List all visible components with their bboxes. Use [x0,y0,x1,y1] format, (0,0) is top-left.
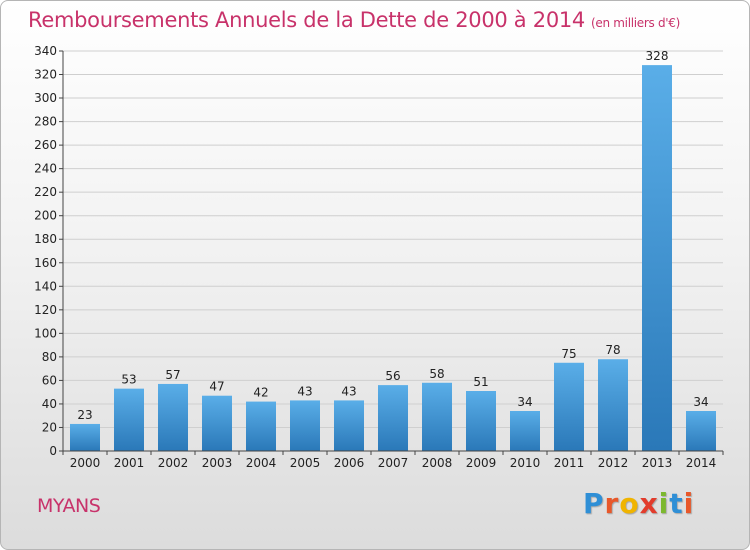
bar-2007 [378,385,408,451]
y-tick-label: 140 [34,279,57,293]
bar-2013 [642,65,672,451]
y-tick-label: 280 [34,115,57,129]
bar-2014 [686,411,716,451]
x-tick-label: 2007 [378,456,409,470]
proxiti-logo: Proxiti [583,487,694,520]
y-tick-label: 40 [42,397,57,411]
x-tick-label: 2013 [642,456,673,470]
y-tick-label: 340 [34,44,57,58]
value-label: 47 [209,380,224,394]
x-tick-label: 2002 [158,456,189,470]
axes [62,51,723,452]
logo-letter: t [669,487,684,520]
value-label: 57 [165,368,180,382]
logo-letter: i [658,487,670,520]
y-tick-label: 300 [34,91,57,105]
y-tick-label: 100 [34,326,57,340]
bar-2001 [114,388,144,451]
value-label: 23 [77,408,92,422]
value-label: 328 [646,49,669,63]
y-tick-label: 260 [34,138,57,152]
y-tick-label: 320 [34,68,57,82]
x-tick-labels: 2000 2001 2002 2003 2004 2005 2006 2007 2008 2009… [70,456,717,470]
bar-2010 [510,411,540,451]
logo-letter: o [619,487,640,520]
x-tick-label: 2014 [686,456,717,470]
x-tick-label: 2008 [422,456,453,470]
bars [70,65,716,451]
y-tick-label: 160 [34,256,57,270]
chart-title-text: Remboursements Annuels de la Dette de 20… [28,8,585,32]
y-tick-label: 80 [42,350,57,364]
bar-2011 [554,362,584,451]
value-label: 75 [561,347,576,361]
bar-2008 [422,382,452,451]
x-tick-label: 2001 [114,456,145,470]
y-tick-label: 20 [42,420,57,434]
y-tick-label: 200 [34,209,57,223]
y-tick-label: 220 [34,185,57,199]
y-tick-label: 180 [34,232,57,246]
x-tick-label: 2012 [598,456,629,470]
bar-2006 [334,400,364,451]
y-tick-label: 120 [34,303,57,317]
bar-2012 [598,359,628,451]
bar-2003 [202,395,232,451]
value-label: 34 [517,395,532,409]
value-label: 78 [605,343,620,357]
y-tick-label: 60 [42,373,57,387]
value-label: 43 [297,384,312,398]
logo-letter: P [583,487,605,520]
x-tick-label: 2006 [334,456,365,470]
x-tick-label: 2004 [246,456,277,470]
bar-2000 [70,423,100,451]
bar-2005 [290,400,320,451]
bar-2002 [158,383,188,451]
y-tick-label: 240 [34,162,57,176]
x-tick-label: 2009 [466,456,497,470]
y-tick-labels: 0 20 40 60 80 100 120 140 160 180 200 220 240 260 280 3… [34,44,57,458]
place-name: MYANS [37,495,101,517]
x-tick-label: 2011 [554,456,585,470]
value-label: 51 [473,375,488,389]
value-label: 43 [341,384,356,398]
y-tick-label: 0 [49,444,57,458]
bar-2009 [466,391,496,451]
chart-subtitle: (en milliers d'€) [591,16,681,30]
x-tick-label: 2005 [290,456,321,470]
logo-letter: r [604,487,620,520]
x-tick-label: 2003 [202,456,233,470]
x-tick-label: 2000 [70,456,101,470]
value-labels: 23 53 57 47 42 43 43 56 58 51 34 75 78 328 34 [77,49,708,422]
value-label: 53 [121,373,136,387]
chart-title: Remboursements Annuels de la Dette de 20… [28,8,680,32]
bar-2004 [246,401,276,451]
value-label: 42 [253,386,268,400]
value-label: 56 [385,369,400,383]
value-label: 34 [693,395,708,409]
logo-letter: i [683,487,695,520]
value-label: 58 [429,367,444,381]
x-tick-label: 2010 [510,456,541,470]
logo-letter: x [639,487,659,520]
